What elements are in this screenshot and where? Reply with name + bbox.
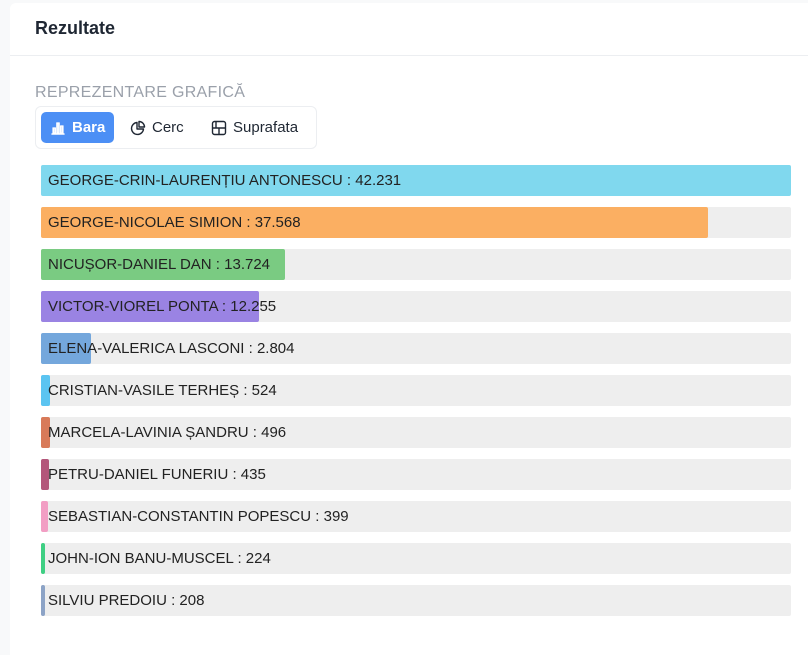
- bar-chart: GEORGE-CRIN-LAURENȚIU ANTONESCU : 42.231…: [41, 165, 791, 627]
- card-header: Rezultate: [10, 3, 808, 56]
- bar[interactable]: [41, 333, 91, 364]
- bar[interactable]: [41, 375, 51, 406]
- bar[interactable]: [41, 543, 45, 574]
- bar-label: PETRU-DANIEL FUNERIU : 435: [48, 466, 266, 483]
- bar-row: GEORGE-CRIN-LAURENȚIU ANTONESCU : 42.231: [41, 165, 791, 196]
- bar[interactable]: [41, 207, 709, 238]
- results-card: Rezultate REPREZENTARE GRAFICĂ Bara Cerc: [10, 3, 808, 655]
- pie-chart-button[interactable]: Cerc: [121, 112, 193, 143]
- bar-label: GEORGE-CRIN-LAURENȚIU ANTONESCU : 42.231: [48, 172, 402, 189]
- area-chart-label: Suprafata: [233, 119, 299, 136]
- bar-row: PETRU-DANIEL FUNERIU : 435: [41, 459, 791, 490]
- bar[interactable]: [41, 585, 45, 616]
- bar-label: SILVIU PREDOIU : 208: [48, 592, 205, 609]
- bar[interactable]: [41, 249, 285, 280]
- bar-label: MARCELA-LAVINIA ȘANDRU : 496: [48, 424, 287, 441]
- bar-label: GEORGE-NICOLAE SIMION : 37.568: [48, 214, 301, 231]
- bar-row: GEORGE-NICOLAE SIMION : 37.568: [41, 207, 791, 238]
- bar-label: NICUȘOR-DANIEL DAN : 13.724: [48, 256, 271, 273]
- bar-row: VICTOR-VIOREL PONTA : 12.255: [41, 291, 791, 322]
- bar-chart-button[interactable]: Bara: [41, 112, 115, 143]
- bar-label: CRISTIAN-VASILE TERHEȘ : 524: [48, 382, 277, 399]
- chart-type-toggle: Bara Cerc Suprafata: [35, 106, 317, 149]
- bar-row: CRISTIAN-VASILE TERHEȘ : 524: [41, 375, 791, 406]
- bar-label: SEBASTIAN-CONSTANTIN POPESCU : 399: [48, 508, 349, 525]
- bar-row: ELENA-VALERICA LASCONI : 2.804: [41, 333, 791, 364]
- bar[interactable]: [41, 165, 791, 196]
- pie-chart-icon: [130, 120, 146, 135]
- card-title: Rezultate: [35, 18, 116, 38]
- bar-row: MARCELA-LAVINIA ȘANDRU : 496: [41, 417, 791, 448]
- bar-row: NICUȘOR-DANIEL DAN : 13.724: [41, 249, 791, 280]
- pie-chart-label: Cerc: [152, 119, 184, 136]
- bar[interactable]: [41, 417, 50, 448]
- bar[interactable]: [41, 459, 49, 490]
- area-chart-button[interactable]: Suprafata: [202, 112, 307, 143]
- bar-chart-label: Bara: [72, 119, 106, 136]
- bar-label: ELENA-VALERICA LASCONI : 2.804: [48, 340, 295, 357]
- section-label: REPREZENTARE GRAFICĂ: [35, 84, 246, 101]
- bar-label: JOHN-ION BANU-MUSCEL : 224: [48, 550, 271, 567]
- bar-row: JOHN-ION BANU-MUSCEL : 224: [41, 543, 791, 574]
- area-chart-icon: [211, 120, 227, 135]
- bar-row: SEBASTIAN-CONSTANTIN POPESCU : 399: [41, 501, 791, 532]
- bar-chart-icon: [51, 121, 65, 135]
- bar[interactable]: [41, 291, 259, 322]
- bar-row: SILVIU PREDOIU : 208: [41, 585, 791, 616]
- bar[interactable]: [41, 501, 49, 532]
- bar-label: VICTOR-VIOREL PONTA : 12.255: [48, 298, 277, 315]
